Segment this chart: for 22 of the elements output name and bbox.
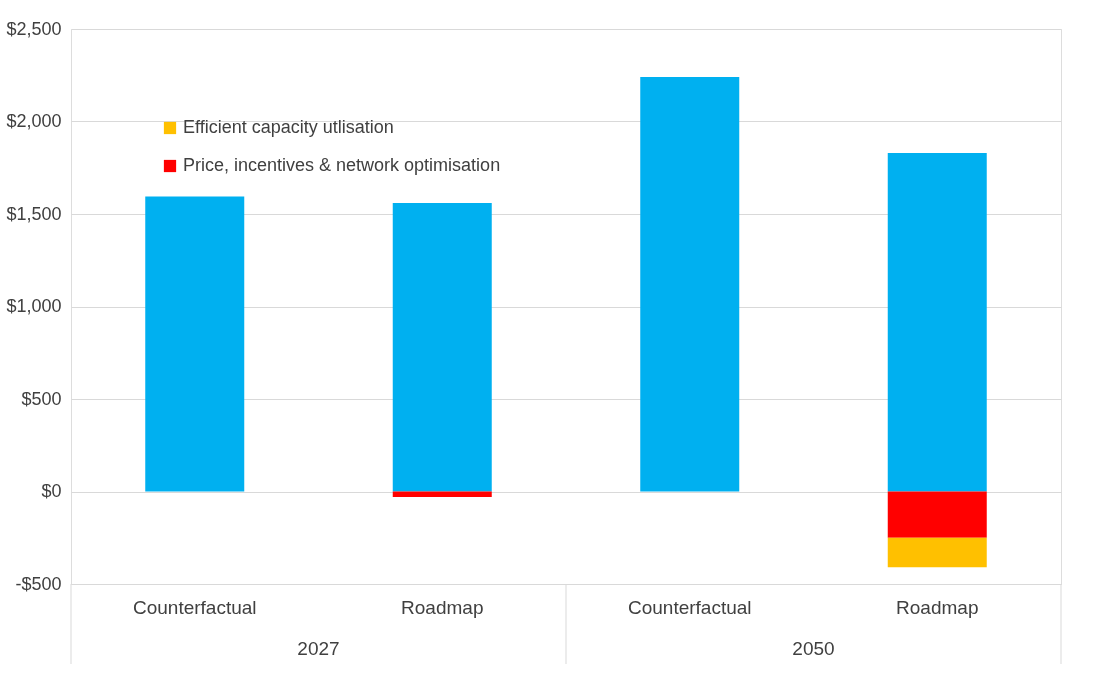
- bar: [392, 202, 492, 492]
- x-tick-label: Roadmap: [896, 596, 979, 618]
- bar: [887, 491, 987, 538]
- x-tick-label: Counterfactual: [132, 596, 257, 618]
- y-tick-label: -$500: [15, 573, 62, 594]
- y-tick-label: $500: [21, 388, 62, 409]
- bar: [640, 77, 740, 492]
- y-tick-label: $2,500: [6, 18, 62, 39]
- legend-label: Price, incentives & network optimisation: [183, 155, 501, 175]
- y-tick-label: $1,000: [6, 296, 62, 316]
- text: 2027: [297, 638, 340, 659]
- y-tick-label: $0: [41, 481, 62, 501]
- x-tick-label: Counterfactual: [627, 596, 752, 618]
- y-tick-label: $1,500: [6, 203, 62, 224]
- bar: [145, 196, 245, 492]
- legend-label: Efficient capacity utlisation: [183, 117, 394, 137]
- bar: [887, 537, 987, 568]
- bar: [392, 491, 492, 498]
- bar: [887, 152, 987, 492]
- y-tick-label: $2,000: [6, 111, 62, 131]
- text: 2050: [792, 638, 835, 659]
- x-tick-label: Roadmap: [401, 596, 484, 618]
